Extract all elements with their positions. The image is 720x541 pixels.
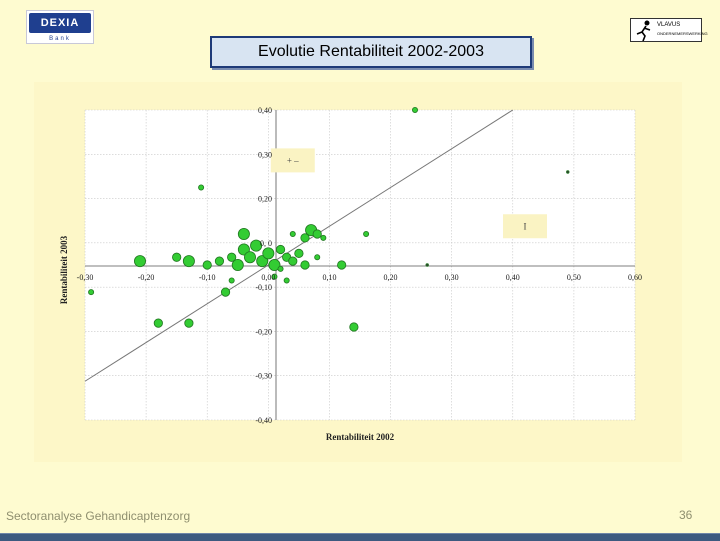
- data-point: [300, 260, 310, 270]
- reference-line: [84, 109, 514, 382]
- data-point: [288, 256, 298, 266]
- quadrant-label: + –: [287, 155, 299, 165]
- quadrant-label: I: [524, 221, 527, 231]
- y-tick-label: -0,30: [255, 372, 272, 381]
- data-point: [184, 318, 194, 328]
- scatter-chart: + –I -0,30 -0,20 -0,10 0,00 0,10 0,20 0,30 0,40…: [59, 106, 642, 442]
- data-point: [271, 273, 278, 280]
- data-points: [88, 106, 570, 332]
- x-tick-label: 0,20: [384, 273, 398, 282]
- data-point: [320, 234, 327, 241]
- data-point: [268, 258, 281, 271]
- data-point: [275, 244, 286, 255]
- chart-panel: + – I -0,30 -0,20 -0,10 0,00 0,10 0,20 0,30 0,40…: [34, 82, 682, 462]
- data-point: [337, 260, 347, 270]
- slide-title: Evolutie Rentabiliteit 2002-2003: [210, 36, 532, 68]
- data-point: [202, 260, 212, 270]
- data-point: [312, 229, 322, 239]
- vlavus-logo-line1: VLAVUS: [657, 22, 681, 28]
- footer-text: Sectoranalyse Gehandicaptenzorg: [6, 509, 191, 523]
- vlavus-logo: VLAVUS ONDERNEMERSWERKING: [630, 18, 708, 42]
- quadrant-label-box: [270, 148, 315, 173]
- data-point: [172, 252, 182, 262]
- data-point: [314, 254, 321, 261]
- x-tick-label: 0,50: [567, 273, 581, 282]
- y-tick-label: 0,20: [258, 195, 272, 204]
- vlavus-logo-line2: ONDERNEMERSWERKING: [657, 31, 708, 36]
- x-tick-label: 0,10: [322, 273, 336, 282]
- data-point: [349, 322, 359, 332]
- x-tick-label: 0,30: [445, 273, 459, 282]
- y-axis-label: Rentabiliteit 2003: [59, 235, 69, 304]
- data-point: [153, 318, 163, 328]
- x-axis-label: Rentabiliteit 2002: [326, 432, 395, 442]
- x-tick-label: -0,30: [77, 273, 94, 282]
- x-tick-label: 0,60: [628, 273, 642, 282]
- y-tick-label: 0, 0: [260, 239, 272, 248]
- x-tick-label: 0,40: [506, 273, 520, 282]
- data-point: [134, 255, 147, 268]
- data-point: [425, 263, 429, 267]
- data-point: [262, 247, 275, 260]
- data-point: [277, 265, 284, 272]
- data-point: [231, 258, 244, 271]
- data-point: [237, 227, 250, 240]
- x-tick-label: -0,10: [199, 273, 216, 282]
- y-tick-label: -0,20: [255, 327, 272, 336]
- x-tick-label: 0,00: [261, 273, 275, 282]
- quadrant-label-box: [503, 214, 547, 239]
- data-point: [182, 255, 195, 268]
- data-point: [283, 277, 290, 284]
- grid-lines: [84, 109, 636, 421]
- x-tick-label: -0,20: [138, 273, 155, 282]
- plot-area: [85, 110, 635, 420]
- y-tick-label: -0,10: [255, 283, 272, 292]
- data-point: [289, 230, 296, 237]
- data-point: [294, 248, 304, 258]
- dexia-logo-name: DEXIA: [29, 13, 91, 33]
- data-point: [250, 239, 263, 252]
- runner-icon: [636, 20, 651, 41]
- data-point: [300, 233, 310, 243]
- dexia-logo: DEXIA Bank: [26, 10, 94, 44]
- footer-bar: [0, 533, 720, 541]
- data-point: [198, 184, 205, 191]
- dexia-logo-sub: Bank: [49, 36, 71, 42]
- data-point: [227, 252, 237, 262]
- data-point: [566, 170, 570, 174]
- data-point: [243, 251, 256, 264]
- data-point: [363, 230, 370, 237]
- y-tick-label: 0,30: [258, 150, 272, 159]
- data-point: [228, 277, 235, 284]
- data-point: [88, 289, 95, 296]
- data-point: [220, 287, 231, 297]
- y-tick-label: -0,40: [255, 416, 272, 425]
- y-tick-label: 0,40: [258, 106, 272, 115]
- page-number: 36: [679, 508, 693, 522]
- data-point: [411, 106, 418, 113]
- data-point: [214, 256, 225, 266]
